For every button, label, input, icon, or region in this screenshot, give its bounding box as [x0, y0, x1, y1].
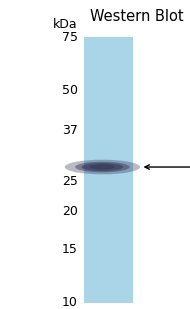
Text: 15: 15: [62, 243, 78, 256]
Text: 25: 25: [62, 176, 78, 188]
Bar: [84, 37, 133, 303]
Ellipse shape: [90, 165, 115, 169]
Text: 50: 50: [62, 84, 78, 97]
Ellipse shape: [65, 160, 140, 174]
Text: kDa: kDa: [53, 18, 78, 31]
Text: 10: 10: [62, 296, 78, 309]
Ellipse shape: [75, 162, 130, 172]
Ellipse shape: [82, 163, 123, 171]
Text: 37: 37: [62, 124, 78, 137]
Text: Western Blot: Western Blot: [90, 9, 184, 24]
Text: 75: 75: [62, 31, 78, 44]
Text: 20: 20: [62, 205, 78, 218]
